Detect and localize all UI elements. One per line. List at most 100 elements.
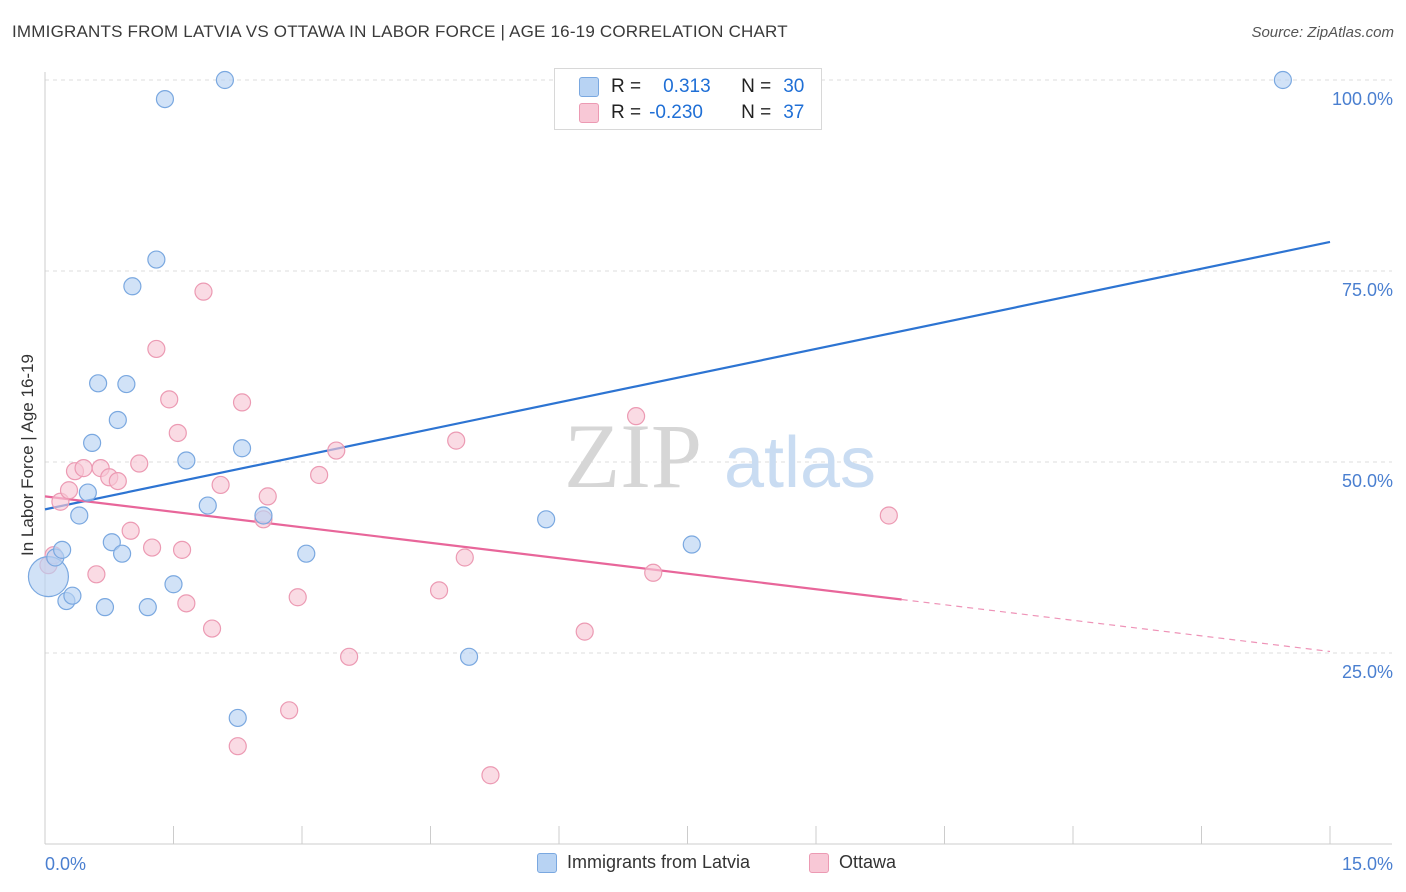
legend-swatch-blue [537, 852, 557, 873]
point-ottawa [194, 282, 213, 301]
point-ottawa [177, 594, 196, 613]
point-latvia [537, 510, 556, 529]
legend-n-value: 37 [783, 102, 805, 123]
legend-swatch-pink [809, 852, 829, 873]
bottom-legend: Immigrants from Latvia Ottawa [0, 852, 1406, 878]
point-latvia [232, 439, 252, 458]
axes [44, 72, 1392, 845]
point-latvia [164, 575, 183, 594]
legend-r-label: R = [611, 102, 642, 123]
point-ottawa [142, 538, 162, 557]
point-ottawa [429, 581, 449, 600]
point-ottawa [172, 540, 192, 559]
point-ottawa [447, 431, 466, 450]
point-ottawa [626, 407, 646, 426]
point-latvia [63, 586, 82, 605]
point-latvia [177, 451, 196, 470]
point-ottawa [310, 465, 329, 485]
x-tick-label: 0.0% [45, 854, 86, 874]
legend-n-label: N = [741, 76, 772, 97]
point-latvia [147, 250, 166, 269]
legend-r-value: 0.313 [663, 76, 711, 97]
point-ottawa [121, 521, 140, 540]
y-tick-label: 50.0% [1342, 471, 1393, 491]
point-ottawa [168, 423, 187, 443]
legend-r-label: R = [611, 76, 642, 97]
y-tick-label: 25.0% [1342, 662, 1393, 682]
point-ottawa [130, 454, 149, 473]
point-ottawa [211, 475, 230, 495]
point-ottawa [455, 548, 474, 567]
point-latvia [682, 535, 701, 554]
legend-r-value: -0.230 [649, 102, 703, 123]
point-ottawa [327, 441, 346, 460]
point-latvia [102, 533, 121, 552]
chart-source: Source: ZipAtlas.com [1251, 24, 1394, 41]
point-ottawa [481, 766, 500, 785]
point-ottawa [644, 563, 663, 582]
data-points [27, 70, 1292, 785]
y-axis-tick-labels: 25.0% 50.0% 75.0% 100.0% [1332, 89, 1393, 682]
point-ottawa [202, 619, 222, 638]
point-latvia [53, 540, 72, 559]
correlation-legend: R = 0.313 N = 30 R = -0.230 N = 37 [554, 68, 822, 130]
point-ottawa [280, 701, 299, 720]
point-latvia [459, 647, 479, 666]
grid-lines [45, 79, 1392, 654]
y-tick-label: 75.0% [1342, 280, 1393, 300]
point-ottawa [160, 390, 179, 409]
point-latvia [89, 374, 108, 393]
x-axis-tick-labels: 0.0% 15.0% [45, 854, 1393, 874]
legend-label-latvia: Immigrants from Latvia [567, 852, 751, 872]
legend-swatch-blue [579, 77, 599, 97]
point-ottawa [147, 339, 166, 359]
point-latvia [70, 506, 89, 525]
point-latvia [155, 89, 175, 109]
point-ottawa [340, 647, 359, 666]
legend-n-value: 30 [783, 76, 805, 97]
point-latvia [95, 598, 115, 617]
watermark-atlas: atlas [724, 423, 876, 503]
point-ottawa [575, 622, 594, 641]
bottom-legend-ottawa: Ottawa [809, 852, 896, 873]
point-latvia [198, 496, 217, 515]
point-ottawa [59, 481, 79, 500]
point-latvia [112, 544, 132, 563]
trend-line-ottawa [44, 495, 902, 601]
point-latvia [78, 483, 97, 502]
point-latvia [108, 410, 127, 430]
point-latvia [215, 70, 234, 90]
point-latvia [228, 708, 247, 728]
point-latvia [297, 544, 316, 563]
y-axis-label: In Labor Force | Age 16-19 [18, 354, 37, 556]
point-ottawa [228, 737, 247, 756]
point-ottawa [879, 506, 898, 525]
trend-lines [44, 240, 1331, 653]
bottom-legend-latvia: Immigrants from Latvia [537, 852, 750, 873]
chart-title: IMMIGRANTS FROM LATVIA VS OTTAWA IN LABO… [12, 22, 788, 41]
point-latvia [117, 374, 136, 394]
point-ottawa [232, 393, 252, 412]
y-tick-label: 100.0% [1332, 89, 1393, 109]
legend-n-label: N = [741, 102, 772, 123]
point-ottawa [87, 565, 106, 584]
legend-row-ottawa: R = -0.230 N = 37 [579, 101, 804, 125]
point-latvia [1273, 70, 1292, 90]
legend-row-latvia: R = 0.313 N = 30 [579, 75, 804, 99]
point-ottawa [258, 487, 277, 506]
watermark: ZIP atlas [564, 405, 876, 507]
legend-label-ottawa: Ottawa [839, 852, 897, 872]
x-tick-label: 15.0% [1342, 854, 1393, 874]
point-ottawa [288, 588, 307, 607]
x-axis-ticks [44, 826, 1331, 844]
point-latvia [123, 277, 142, 296]
legend-swatch-pink [579, 103, 599, 123]
point-latvia [83, 433, 102, 452]
point-latvia [254, 506, 273, 525]
point-ottawa [108, 472, 127, 491]
point-ottawa [74, 459, 93, 478]
trend-line-ottawa-extension [901, 598, 1331, 653]
point-latvia [138, 598, 157, 617]
trend-line-latvia [44, 240, 1331, 511]
